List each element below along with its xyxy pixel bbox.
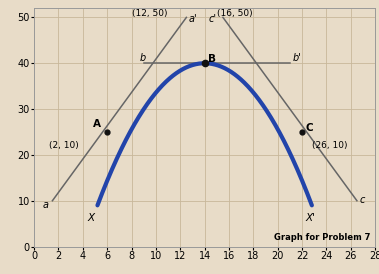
Text: c: c — [359, 195, 365, 205]
Text: (2, 10): (2, 10) — [49, 141, 78, 150]
Text: a': a' — [188, 14, 197, 24]
Text: (16, 50): (16, 50) — [217, 9, 252, 18]
Text: (26, 10): (26, 10) — [312, 141, 348, 150]
Text: A: A — [92, 119, 100, 129]
Text: b: b — [140, 53, 146, 63]
Text: C: C — [306, 123, 313, 133]
Text: Graph for Problem 7: Graph for Problem 7 — [274, 233, 370, 242]
Text: a: a — [42, 200, 49, 210]
Text: X: X — [88, 213, 95, 223]
Text: b': b' — [292, 53, 301, 63]
Text: c': c' — [208, 14, 216, 24]
Text: B: B — [208, 54, 216, 64]
Text: (12, 50): (12, 50) — [132, 9, 167, 18]
Text: X': X' — [306, 213, 316, 223]
